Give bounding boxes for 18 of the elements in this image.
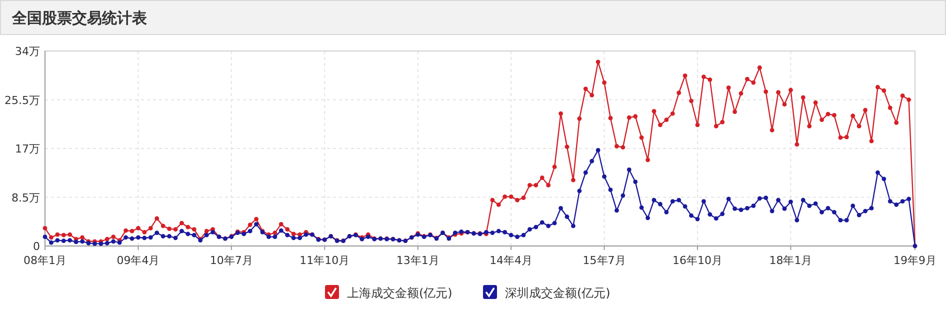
legend-label: 上海成交金额(亿元) — [347, 286, 452, 300]
x-tick-label: 14年4月 — [490, 254, 533, 267]
x-tick-label: 08年1月 — [24, 254, 66, 267]
y-tick-label: 17万 — [15, 142, 40, 156]
x-tick-label: 13年1月 — [396, 254, 440, 267]
x-tick-label: 10年7月 — [210, 254, 253, 267]
y-tick-label: 25.5万 — [4, 94, 40, 107]
x-tick-label: 09年4月 — [116, 254, 160, 267]
x-tick-label: 11年10月 — [300, 254, 350, 267]
x-tick-label: 18年1月 — [769, 254, 812, 267]
x-tick-label: 19年9月 — [894, 254, 936, 267]
chart-title: 全国股票交易统计表 — [11, 9, 148, 27]
y-tick-label: 0 — [33, 240, 40, 253]
x-tick-label: 15年7月 — [582, 254, 626, 267]
x-tick-label: 16年10月 — [672, 254, 722, 267]
y-tick-label: 34万 — [15, 45, 40, 58]
y-tick-label: 8.5万 — [12, 191, 40, 204]
legend-label: 深圳成交金额(亿元) — [505, 286, 610, 300]
